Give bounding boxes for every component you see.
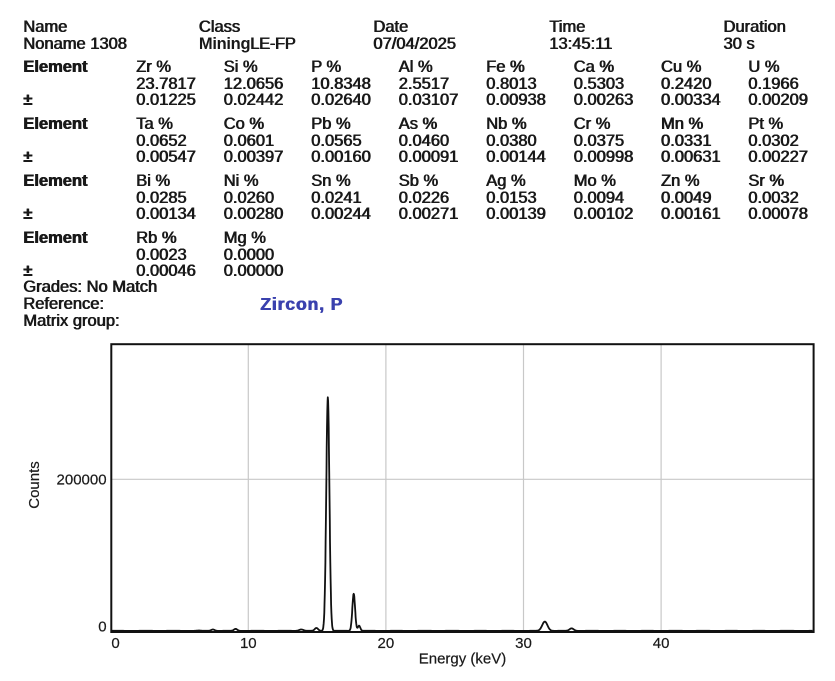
- svg-text:20: 20: [378, 635, 395, 652]
- svg-text:Energy (keV): Energy (keV): [419, 650, 507, 667]
- svg-text:200000: 200000: [57, 471, 107, 488]
- svg-text:0: 0: [98, 618, 106, 635]
- svg-text:40: 40: [653, 635, 670, 652]
- svg-text:10: 10: [240, 635, 257, 652]
- svg-text:30: 30: [515, 635, 532, 652]
- svg-text:Counts: Counts: [26, 461, 43, 509]
- svg-text:0: 0: [111, 635, 119, 652]
